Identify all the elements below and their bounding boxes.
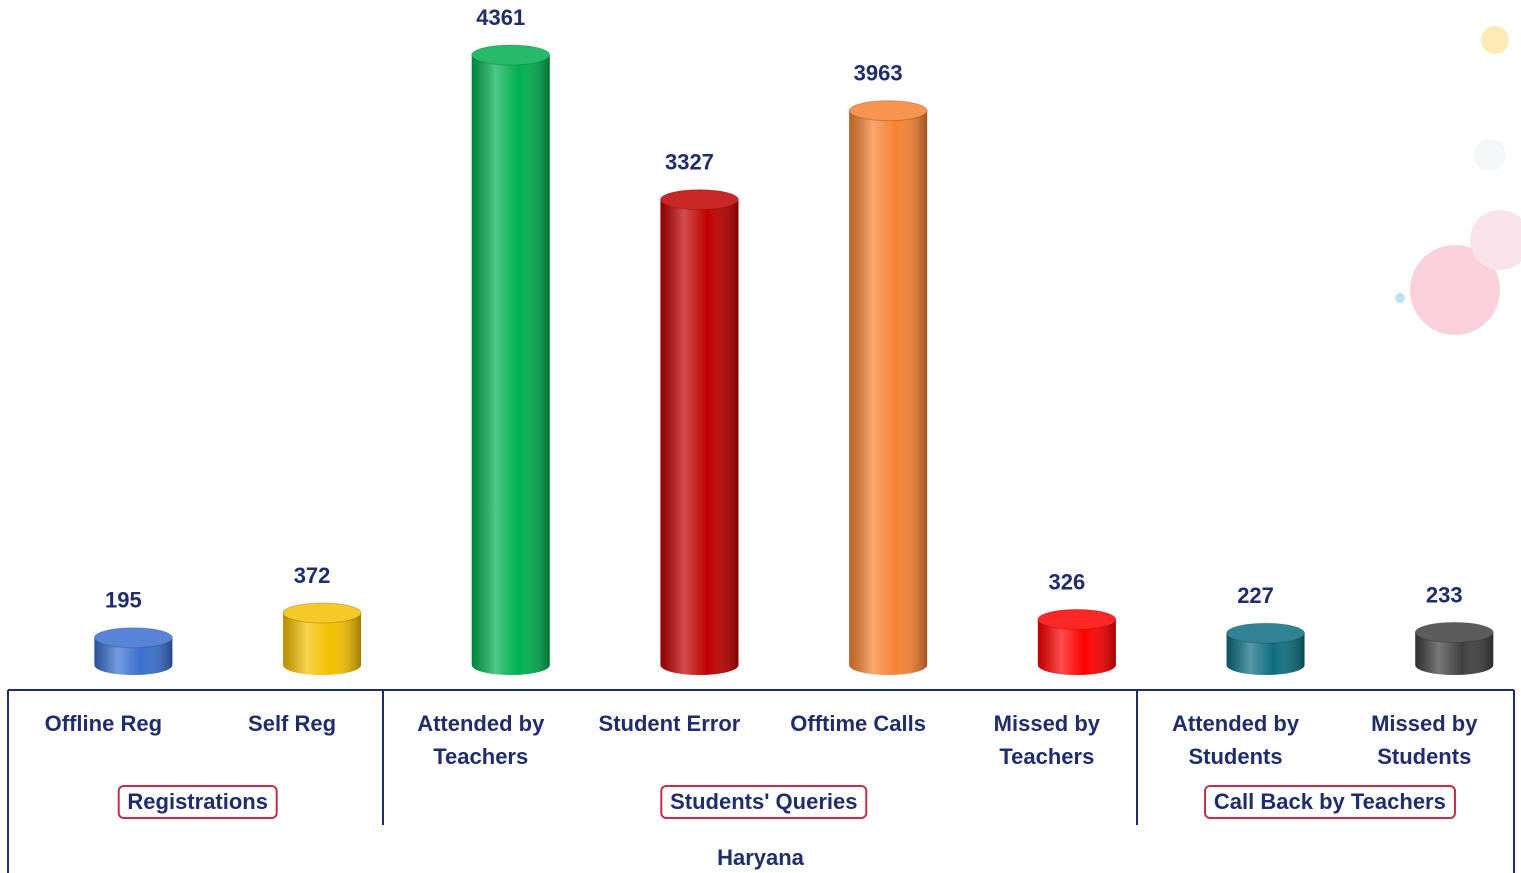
x-tick-label: Student Error: [584, 707, 754, 740]
x-tick-label: Missed by Students: [1339, 707, 1509, 773]
bar-top-shine: [283, 603, 361, 623]
value-label: 372: [294, 563, 331, 588]
x-tick-label: Attended by Students: [1151, 707, 1321, 773]
value-label: 4361: [476, 5, 525, 30]
group-label: Registrations: [117, 785, 278, 819]
bar-shade: [472, 55, 550, 675]
bar-top-shine: [660, 190, 738, 210]
value-label: 3327: [665, 150, 714, 175]
group-label: Students' Queries: [660, 785, 867, 819]
x-axis-label: Haryana: [0, 845, 1521, 871]
bar-shade: [660, 200, 738, 675]
bar-top-shine: [94, 628, 172, 648]
x-tick-label: Offtime Calls: [773, 707, 943, 740]
value-label: 326: [1048, 569, 1085, 594]
bar-top-shine: [849, 101, 927, 121]
value-label: 227: [1237, 583, 1274, 608]
bar-top-shine: [472, 45, 550, 65]
x-tick-label: Offline Reg: [18, 707, 188, 740]
bar-top-shine: [1227, 623, 1305, 643]
bar-top-shine: [1038, 609, 1116, 629]
bar-shade: [849, 111, 927, 675]
decoration: [1395, 26, 1521, 335]
x-tick-label: Self Reg: [207, 707, 377, 740]
value-label: 233: [1426, 582, 1463, 607]
value-label: 3963: [854, 61, 903, 86]
value-label: 195: [105, 588, 142, 613]
page: 195 372 4361 3327 3963 326 227 233 Haryana Offl…: [0, 0, 1521, 873]
x-tick-label: Missed by Teachers: [962, 707, 1132, 773]
group-label: Call Back by Teachers: [1204, 785, 1456, 819]
bar-top-shine: [1415, 622, 1493, 642]
x-tick-label: Attended by Teachers: [396, 707, 566, 773]
